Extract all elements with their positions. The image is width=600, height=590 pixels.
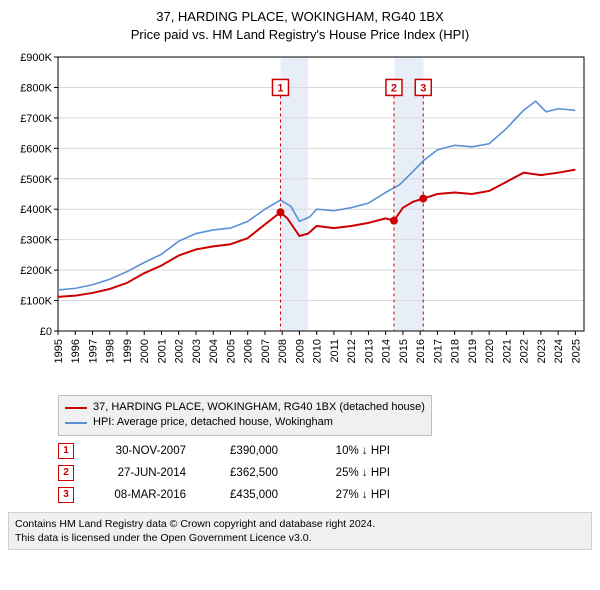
sale-row-date: 08-MAR-2016 — [96, 489, 186, 501]
x-tick-label: 1997 — [87, 339, 99, 363]
x-tick-label: 2025 — [570, 339, 582, 363]
y-tick-label: £900K — [20, 52, 52, 64]
sale-row-price: £435,000 — [208, 489, 278, 501]
legend-swatch — [65, 407, 87, 409]
chart-title: 37, HARDING PLACE, WOKINGHAM, RG40 1BX P… — [8, 8, 592, 43]
sale-row-price: £390,000 — [208, 445, 278, 457]
x-tick-label: 2023 — [536, 339, 548, 363]
legend-row: HPI: Average price, detached house, Woki… — [65, 415, 425, 430]
x-tick-label: 2019 — [467, 339, 479, 363]
sales-table: 1 30-NOV-2007 £390,000 10% ↓ HPI 2 27-JUN-201… — [58, 440, 592, 506]
y-tick-label: £600K — [20, 143, 52, 155]
x-tick-label: 2009 — [294, 339, 306, 363]
y-tick-label: £400K — [20, 204, 52, 216]
sale-row-date: 27-JUN-2014 — [96, 467, 186, 479]
sale-row: 1 30-NOV-2007 £390,000 10% ↓ HPI — [58, 440, 592, 462]
x-tick-label: 2001 — [156, 339, 168, 363]
y-tick-label: £500K — [20, 174, 52, 186]
price-chart: £0 £100K £200K £300K £400K £500K £600K £700K £80… — [8, 49, 592, 389]
footer-line1: Contains HM Land Registry data © Crown c… — [15, 517, 585, 531]
x-tick-label: 2021 — [501, 339, 513, 363]
y-tick-label: £800K — [20, 83, 52, 95]
x-tick-label: 2022 — [519, 339, 531, 363]
x-tick-label: 2018 — [450, 339, 462, 363]
x-tick-label: 2004 — [208, 339, 220, 363]
sale-row-deviation: 10% ↓ HPI — [300, 445, 390, 457]
legend: 37, HARDING PLACE, WOKINGHAM, RG40 1BX (… — [58, 395, 432, 436]
x-tick-label: 2013 — [363, 339, 375, 363]
x-tick-label: 2016 — [415, 339, 427, 363]
x-tick-label: 2011 — [329, 339, 341, 363]
y-tick-label: £700K — [20, 113, 52, 125]
y-tick-label: £300K — [20, 235, 52, 247]
sale-row-deviation: 25% ↓ HPI — [300, 467, 390, 479]
x-tick-label: 2007 — [260, 339, 272, 363]
footer-line2: This data is licensed under the Open Gov… — [15, 531, 585, 545]
x-tick-label: 2005 — [225, 339, 237, 363]
x-tick-label: 2006 — [243, 339, 255, 363]
x-tick-label: 2024 — [553, 339, 565, 363]
legend-row: 37, HARDING PLACE, WOKINGHAM, RG40 1BX (… — [65, 400, 425, 415]
legend-label: 37, HARDING PLACE, WOKINGHAM, RG40 1BX (… — [93, 400, 425, 415]
x-tick-label: 2020 — [484, 339, 496, 363]
sale-marker-dot — [419, 195, 427, 203]
x-tick-label: 1995 — [53, 339, 65, 363]
x-tick-label: 2015 — [398, 339, 410, 363]
x-tick-label: 2000 — [139, 339, 151, 363]
sale-row-marker: 3 — [58, 487, 74, 503]
sale-row-price: £362,500 — [208, 467, 278, 479]
attribution-footer: Contains HM Land Registry data © Crown c… — [8, 512, 592, 550]
x-tick-label: 2017 — [432, 339, 444, 363]
sale-row: 3 08-MAR-2016 £435,000 27% ↓ HPI — [58, 484, 592, 506]
sale-row: 2 27-JUN-2014 £362,500 25% ↓ HPI — [58, 462, 592, 484]
sale-row-date: 30-NOV-2007 — [96, 445, 186, 457]
x-tick-label: 2012 — [346, 339, 358, 363]
y-tick-label: £0 — [40, 326, 52, 338]
sale-row-deviation: 27% ↓ HPI — [300, 489, 390, 501]
title-line1: 37, HARDING PLACE, WOKINGHAM, RG40 1BX — [8, 8, 592, 26]
x-tick-label: 1998 — [105, 339, 117, 363]
sale-marker-number: 1 — [277, 83, 283, 95]
x-tick-label: 2002 — [174, 339, 186, 363]
sale-row-marker: 2 — [58, 465, 74, 481]
x-tick-label: 2003 — [191, 339, 203, 363]
x-tick-label: 2014 — [381, 339, 393, 363]
sale-marker-dot — [390, 217, 398, 225]
sale-marker-dot — [276, 208, 284, 216]
sale-row-marker: 1 — [58, 443, 74, 459]
x-tick-label: 2010 — [312, 339, 324, 363]
sale-marker-number: 3 — [420, 83, 426, 95]
chart-svg: £0 £100K £200K £300K £400K £500K £600K £700K £80… — [8, 49, 592, 389]
y-tick-label: £200K — [20, 265, 52, 277]
title-line2: Price paid vs. HM Land Registry's House … — [8, 26, 592, 44]
y-tick-label: £100K — [20, 296, 52, 308]
x-tick-label: 1999 — [122, 339, 134, 363]
sale-marker-number: 2 — [391, 83, 397, 95]
x-tick-label: 2008 — [277, 339, 289, 363]
legend-label: HPI: Average price, detached house, Woki… — [93, 415, 333, 430]
legend-swatch — [65, 422, 87, 424]
x-tick-label: 1996 — [70, 339, 82, 363]
